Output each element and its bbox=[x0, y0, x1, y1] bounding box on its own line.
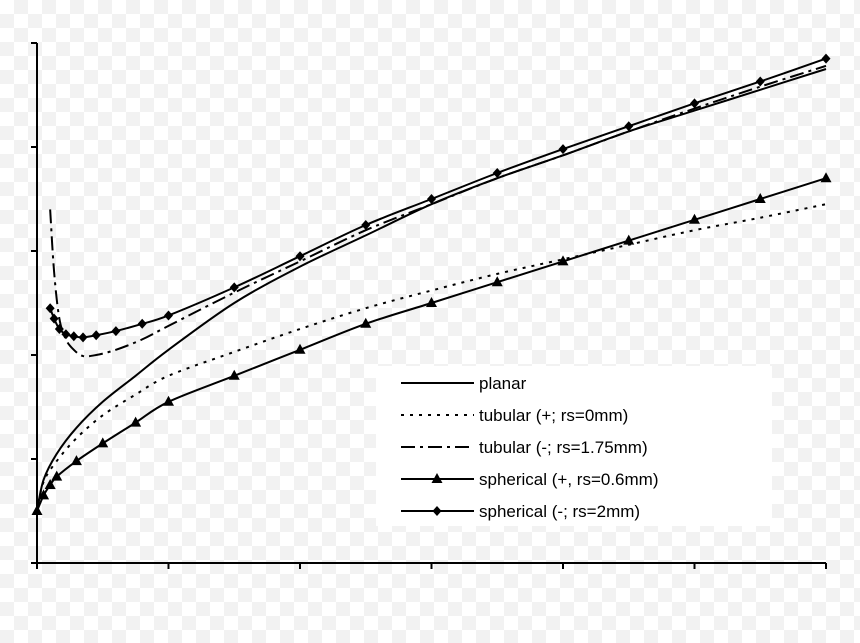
data-point-spherical-rs-2mm bbox=[91, 330, 101, 341]
series-tubular-rs-0mm bbox=[36, 203, 827, 512]
series-spherical-rs-2mm bbox=[45, 53, 831, 343]
data-point-spherical-rs-0-6mm bbox=[426, 297, 437, 307]
data-point-spherical-rs-0-6mm bbox=[689, 213, 700, 224]
data-point-spherical-rs-0-6mm bbox=[44, 479, 56, 489]
axes bbox=[31, 42, 827, 569]
data-point-spherical-rs-2mm bbox=[690, 98, 699, 109]
legend: planar tubular (+; rs=0mm) tubular (-; rs=… bbox=[376, 366, 772, 526]
data-point-spherical-rs-2mm bbox=[755, 76, 765, 87]
data-point-spherical-rs-2mm bbox=[49, 313, 59, 324]
series-spherical-rs-0-6mm bbox=[31, 172, 832, 515]
data-point-spherical-rs-2mm bbox=[78, 332, 88, 343]
data-point-spherical-rs-0-6mm bbox=[360, 317, 372, 328]
series-line-tubular-rs-0mm bbox=[36, 203, 827, 512]
data-point-spherical-rs-0-6mm bbox=[623, 234, 635, 245]
data-point-spherical-rs-2mm bbox=[427, 194, 436, 204]
data-point-spherical-rs-0-6mm bbox=[70, 455, 82, 466]
data-point-spherical-rs-0-6mm bbox=[38, 489, 50, 500]
data-point-spherical-rs-2mm bbox=[558, 144, 568, 155]
data-point-spherical-rs-2mm bbox=[69, 331, 79, 342]
legend-label-tubular-rs-1-75mm: tubular (-; rs=1.75mm) bbox=[479, 438, 648, 457]
data-point-spherical-rs-2mm bbox=[137, 318, 147, 329]
data-point-spherical-rs-2mm bbox=[624, 121, 634, 132]
legend-label-planar: planar bbox=[479, 374, 527, 393]
series-line-spherical-rs-2mm bbox=[49, 57, 827, 339]
data-point-spherical-rs-2mm bbox=[164, 310, 173, 321]
series-line-tubular-rs-1-75mm bbox=[49, 64, 827, 358]
data-point-spherical-rs-0-6mm bbox=[51, 470, 63, 481]
data-point-spherical-rs-0-6mm bbox=[491, 276, 503, 287]
series-layer bbox=[31, 53, 832, 515]
data-point-spherical-rs-2mm bbox=[61, 329, 71, 340]
data-point-spherical-rs-0-6mm bbox=[130, 416, 142, 427]
legend-label-spherical-rs-2mm: spherical (-; rs=2mm) bbox=[479, 502, 640, 521]
data-point-spherical-rs-0-6mm bbox=[163, 395, 174, 406]
data-point-spherical-rs-0-6mm bbox=[754, 193, 766, 203]
legend-label-spherical-rs-0-6mm: spherical (+, rs=0.6mm) bbox=[479, 470, 659, 489]
data-point-spherical-rs-2mm bbox=[492, 168, 502, 178]
data-point-spherical-rs-0-6mm bbox=[820, 172, 832, 183]
data-point-spherical-rs-2mm bbox=[821, 53, 831, 64]
legend-label-tubular-rs-0mm: tubular (+; rs=0mm) bbox=[479, 406, 628, 425]
data-point-spherical-rs-2mm bbox=[229, 282, 239, 293]
legend-marker-spherical-rs-2mm bbox=[432, 506, 442, 516]
data-point-spherical-rs-2mm bbox=[54, 324, 64, 334]
data-point-spherical-rs-2mm bbox=[295, 251, 305, 262]
series-tubular-rs-1-75mm bbox=[49, 64, 827, 358]
data-point-spherical-rs-2mm bbox=[111, 326, 121, 337]
data-point-spherical-rs-2mm bbox=[361, 220, 371, 230]
data-point-spherical-rs-0-6mm bbox=[31, 505, 43, 515]
data-point-spherical-rs-0-6mm bbox=[228, 369, 240, 380]
data-point-spherical-rs-0-6mm bbox=[294, 343, 306, 354]
legend-marker-spherical-rs-0-6mm bbox=[431, 473, 443, 483]
data-point-spherical-rs-0-6mm bbox=[557, 255, 569, 266]
data-point-spherical-rs-2mm bbox=[45, 303, 55, 314]
data-point-spherical-rs-0-6mm bbox=[97, 437, 109, 448]
